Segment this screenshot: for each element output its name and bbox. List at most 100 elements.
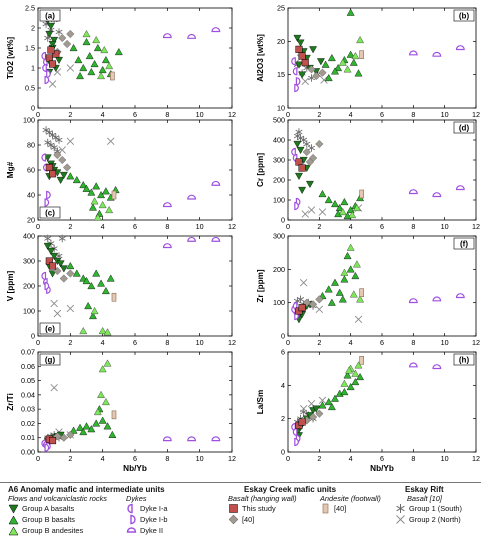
marker-dyke-ii [455, 293, 465, 299]
marker-group1-stroke [47, 142, 55, 148]
marker-group-a [312, 405, 321, 413]
marker-group-b-basalt [114, 47, 123, 56]
marker-group2-north [299, 278, 308, 287]
marker-group-b-basalt [87, 425, 96, 433]
marker-dyke-ib [295, 77, 301, 86]
marker-group-b-andesite [97, 71, 105, 80]
marker-dyke-ii [408, 189, 418, 195]
legend-subtitle-dykes: Dykes [126, 494, 147, 503]
marker-group-b-basalt [103, 422, 112, 430]
marker-dyke-ii [432, 296, 442, 302]
series-group-b-andesites [82, 29, 114, 80]
marker-dyke-ii [187, 236, 196, 242]
marker-group-b-basalt [87, 281, 96, 290]
y-tick-label: 20 [27, 216, 35, 225]
marker-dyke-ia [292, 67, 298, 76]
series-group-b-andesites [340, 243, 365, 303]
marker-group1-south [50, 143, 58, 152]
marker-group-b-basalt [69, 43, 78, 52]
marker-dyke-ii [187, 436, 196, 442]
marker-this-study [49, 437, 57, 445]
marker-group1-stroke [58, 236, 66, 241]
marker-group-a [293, 140, 302, 149]
marker-group-b-andesite [98, 365, 107, 373]
marker-group-b-basalt [101, 187, 110, 195]
marker-group-b-basalt [335, 288, 344, 296]
panel-label: (g) [45, 355, 56, 364]
y-tick-label: 10 [277, 104, 285, 113]
marker-eskay-40 [58, 155, 67, 165]
series-dyke-ii [162, 236, 221, 249]
x-tick-label: 10 [441, 338, 449, 347]
marker-group2-north [107, 137, 115, 145]
marker-group2-stroke [50, 299, 58, 308]
x-tick-label: 10 [196, 222, 204, 231]
x-tick-label: 6 [133, 222, 137, 231]
marker-this-study [45, 54, 53, 62]
y-tick-label: 0.00 [21, 448, 35, 457]
marker-dyke-ib [44, 75, 50, 85]
legend-title-a6: A6 Anomaly mafic and intermediate units [8, 485, 165, 494]
x-tick-label: 0 [286, 338, 290, 347]
marker-group-b-basalt [343, 251, 352, 260]
marker-andesite-40 [110, 71, 115, 81]
x-tick-label: 10 [196, 338, 204, 347]
x-tick-label: 12 [472, 454, 480, 463]
x-tick-label: 2 [317, 222, 321, 231]
marker-group1-stroke [44, 140, 52, 145]
marker-group2-stroke [318, 208, 327, 216]
series-40 [53, 150, 72, 172]
marker-group-a [56, 176, 65, 185]
y-tick-label: 0 [281, 448, 285, 457]
marker-this-study [49, 262, 57, 270]
marker-group-a [295, 172, 303, 181]
scatter-figure: 0 2 4 6 8 10 12 0 0.5 1 1.5 2 2.5 TiO2 [wt%] (a) 0 2 4 6 8 1… [6, 4, 480, 474]
legend-subtitle-basalt: Basalt (hanging wall) [228, 494, 297, 503]
legend-rectangle-icon [322, 503, 329, 514]
marker-group2-north [66, 137, 75, 145]
marker-eskay-40 [302, 147, 311, 157]
marker-group1-south [295, 128, 303, 136]
marker-dyke-ii [432, 364, 442, 370]
plot-frame [37, 235, 233, 337]
marker-dyke-ii [432, 51, 442, 57]
series-andesite-40 [359, 356, 364, 365]
series-andesite-40 [359, 189, 364, 199]
marker-group2-stroke [307, 399, 316, 408]
y-tick-label: 400 [273, 136, 285, 145]
marker-group2-stroke [53, 68, 62, 76]
marker-group-b-basalt [327, 402, 336, 411]
marker-eskay-40 [66, 29, 75, 39]
series-dyke-ii [162, 180, 221, 208]
marker-group-a [48, 270, 57, 278]
marker-group2-stroke [48, 80, 57, 88]
marker-dyke-ia [291, 57, 296, 66]
series-group-b-basalts [66, 261, 115, 320]
x-tick-label: 12 [472, 110, 480, 119]
x-tick-label: 2 [68, 110, 72, 119]
marker-andesite-40 [359, 288, 364, 297]
panel-label: (b) [459, 11, 470, 20]
marker-group-b-basalt [324, 195, 333, 204]
x-tick-label: 4 [101, 454, 105, 463]
marker-group1-south [45, 128, 53, 137]
panel-a: 0 2 4 6 8 10 12 0 0.5 1 1.5 2 2.5 TiO2 [wt%] (a) [6, 4, 236, 120]
marker-this-study [298, 418, 306, 426]
marker-group2-north [58, 146, 66, 154]
y-tick-label: 4 [281, 381, 285, 390]
panel-label-box [453, 9, 475, 22]
series-andesite-40 [359, 288, 364, 297]
marker-group-b-basalt [321, 60, 330, 68]
panel-label-box [453, 237, 475, 250]
legend-item-groupB-basalt: Group B basalts [8, 514, 126, 525]
x-tick-label: 10 [441, 222, 449, 231]
marker-group-b-andesite [93, 213, 102, 221]
marker-group-b-andesite [354, 361, 363, 369]
x-tick-label: 10 [441, 110, 449, 119]
y-tick-label: 6 [281, 348, 285, 357]
series-dyke-i-b [44, 190, 51, 207]
marker-dyke-ii [211, 436, 221, 442]
marker-group-b-andesite [90, 197, 99, 205]
marker-group-b-andesite [338, 207, 347, 216]
y-tick-label: 100 [273, 298, 285, 307]
